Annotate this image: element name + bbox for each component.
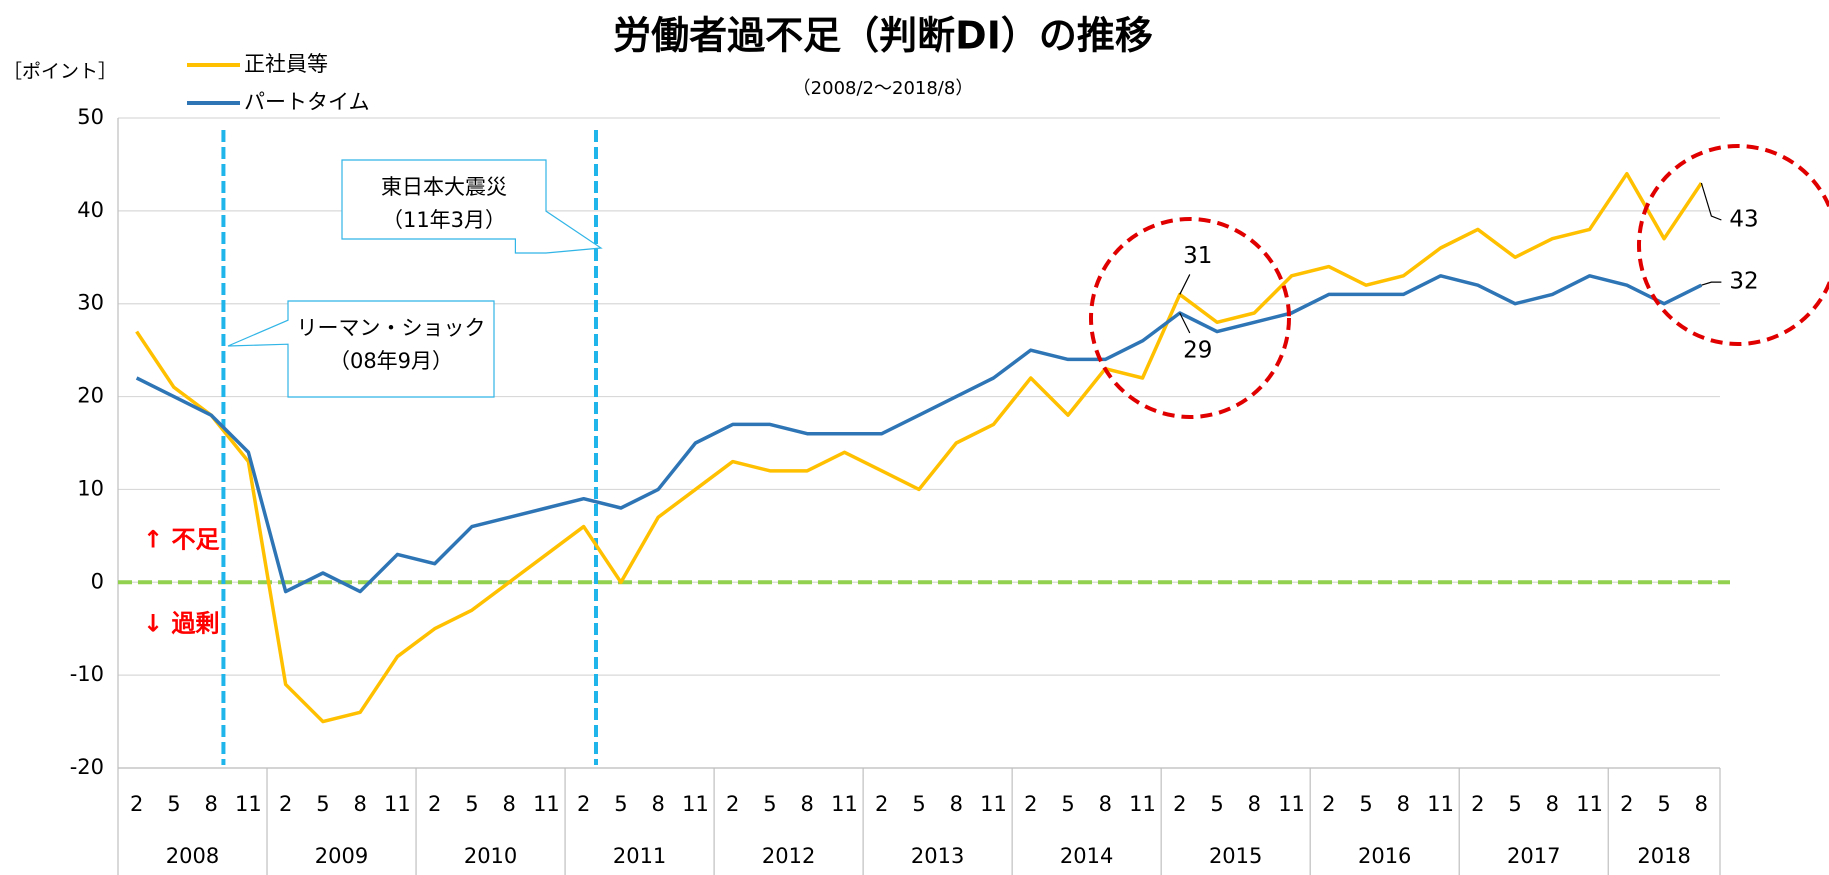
x-tick-label: 8 (950, 792, 963, 816)
x-tick-label: 5 (316, 792, 329, 816)
event-label: 東日本大震災 (381, 175, 507, 199)
x-tick-label: 2 (1024, 792, 1037, 816)
y-tick-label: 40 (77, 198, 104, 222)
data-label: 29 (1183, 338, 1212, 364)
x-tick-label: 11 (1576, 792, 1603, 816)
x-tick-label: 2 (1173, 792, 1186, 816)
x-tick-label: 11 (1427, 792, 1454, 816)
x-tick-label: 8 (204, 792, 217, 816)
y-tick-label: 50 (77, 105, 104, 129)
x-tick-label: 5 (1210, 792, 1223, 816)
x-tick-label: 11 (980, 792, 1007, 816)
x-tick-label: 2 (577, 792, 590, 816)
x-tick-label: 2 (428, 792, 441, 816)
year-label: 2015 (1209, 844, 1262, 868)
year-label: 2014 (1060, 844, 1113, 868)
x-tick-label: 11 (682, 792, 709, 816)
data-label-leader (1179, 274, 1191, 295)
event-callout (227, 300, 495, 398)
x-tick-label: 8 (1546, 792, 1559, 816)
x-tick-label: 5 (912, 792, 925, 816)
x-tick-label: 2 (1322, 792, 1335, 816)
x-tick-label: 5 (1508, 792, 1521, 816)
x-tick-label: 2 (1471, 792, 1484, 816)
event-label: （08年9月） (329, 349, 453, 373)
event-callout (341, 159, 603, 254)
year-label: 2017 (1507, 844, 1560, 868)
zone-shortage: ↑ 不足 (143, 525, 219, 553)
chart-subtitle: （2008/2〜2018/8） (793, 78, 974, 99)
chart-title: 労働者過不足（判断DI）の推移 (613, 14, 1153, 58)
event-label: リーマン・ショック (297, 316, 486, 340)
x-tick-label: 11 (384, 792, 411, 816)
year-label: 2016 (1358, 844, 1411, 868)
x-tick-label: 8 (1695, 792, 1708, 816)
x-tick-label: 5 (614, 792, 627, 816)
x-tick-label: 8 (1397, 792, 1410, 816)
data-label-leader (1179, 312, 1191, 334)
data-label: 32 (1729, 269, 1758, 295)
y-tick-label: -10 (70, 662, 104, 686)
x-tick-label: 2 (726, 792, 739, 816)
year-label: 2011 (613, 844, 666, 868)
x-tick-label: 8 (1248, 792, 1261, 816)
y-tick-label: 0 (91, 569, 104, 593)
year-label: 2009 (315, 844, 368, 868)
x-tick-label: 11 (831, 792, 858, 816)
x-tick-label: 5 (465, 792, 478, 816)
highlight-circle (1089, 217, 1291, 419)
x-tick-label: 11 (1129, 792, 1156, 816)
x-tick-label: 5 (1359, 792, 1372, 816)
x-tick-label: 2 (130, 792, 143, 816)
year-label: 2013 (911, 844, 964, 868)
x-tick-label: 8 (652, 792, 665, 816)
x-tick-label: 11 (235, 792, 262, 816)
data-label-leader (1701, 281, 1722, 286)
data-label: 43 (1729, 207, 1758, 233)
x-tick-label: 8 (502, 792, 515, 816)
x-tick-label: 8 (353, 792, 366, 816)
legend-label: パートタイム (244, 90, 370, 114)
x-tick-label: 11 (1278, 792, 1305, 816)
y-axis-label: ［ポイント］ (3, 61, 117, 83)
x-tick-label: 2 (875, 792, 888, 816)
y-tick-label: 20 (77, 384, 104, 408)
year-label: 2008 (166, 844, 219, 868)
data-label: 31 (1183, 243, 1212, 269)
x-tick-label: 8 (801, 792, 814, 816)
series-line (135, 171, 1703, 724)
year-label: 2010 (464, 844, 517, 868)
y-tick-label: 30 (77, 291, 104, 315)
x-tick-label: 11 (533, 792, 560, 816)
legend-label: 正社員等 (244, 52, 328, 76)
year-label: 2012 (762, 844, 815, 868)
year-label: 2018 (1637, 844, 1690, 868)
x-tick-label: 8 (1099, 792, 1112, 816)
y-tick-label: 10 (77, 476, 104, 500)
highlight-circle (1637, 144, 1829, 346)
zone-surplus: ↓ 過剰 (143, 609, 219, 637)
x-tick-label: 2 (1620, 792, 1633, 816)
x-tick-label: 5 (763, 792, 776, 816)
series-line (135, 274, 1703, 594)
x-tick-label: 2 (279, 792, 292, 816)
data-label-leader (1700, 182, 1722, 221)
x-tick-label: 5 (1657, 792, 1670, 816)
x-tick-label: 5 (167, 792, 180, 816)
y-tick-label: -20 (70, 755, 104, 779)
event-label: （11年3月） (382, 208, 506, 232)
x-tick-label: 5 (1061, 792, 1074, 816)
